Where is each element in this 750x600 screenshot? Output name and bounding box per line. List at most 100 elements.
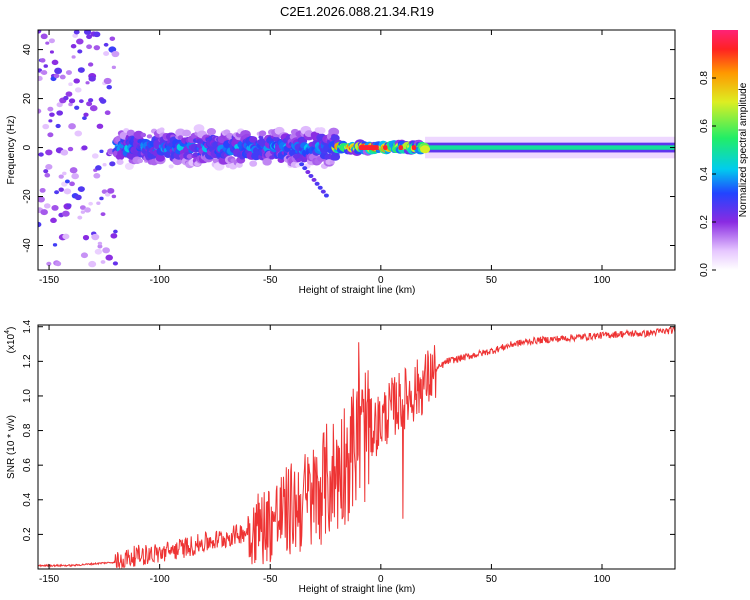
- snr-y-axis: 0.2 0.4 0.6 0.8 1.0 1.2 1.4: [22, 319, 675, 541]
- heatmap-cell: [159, 127, 165, 132]
- heatmap-cell: [112, 261, 119, 266]
- snr-x-label: Height of straight line (km): [299, 584, 416, 595]
- heatmap-cell: [54, 67, 63, 75]
- spectrogram-x-label: Height of straight line (km): [299, 285, 416, 296]
- heatmap-cell: [71, 55, 76, 59]
- heatmap-cell: [55, 123, 61, 129]
- colorbar-tick-label: 0.6: [699, 119, 710, 133]
- heatmap-cell: [45, 41, 50, 45]
- heatmap-cell: [133, 130, 144, 140]
- heatmap-cell: [86, 44, 93, 50]
- snr-x-tick-label: 0: [378, 574, 384, 585]
- heatmap-cell: [39, 187, 46, 193]
- heatmap-cell: [69, 167, 78, 174]
- heatmap-cell: [73, 30, 80, 35]
- heatmap-cell: [38, 196, 45, 203]
- heatmap-cell: [58, 187, 64, 192]
- heatmap-cell: [77, 186, 85, 192]
- heatmap-cell: [317, 127, 326, 134]
- heatmap-cell: [109, 161, 116, 167]
- heatmap-cell: [103, 51, 110, 56]
- colorbar-tick-label: 0.0: [699, 263, 710, 277]
- heatmap-cell: [51, 59, 59, 66]
- heatmap-cell: [329, 160, 335, 165]
- heatmap-cell: [51, 205, 59, 211]
- heatmap-cell: [105, 254, 113, 261]
- heatmap-cell: [84, 207, 91, 213]
- heatmap-cell: [262, 158, 272, 166]
- heatmap-cell: [91, 233, 100, 241]
- spectrogram-x-axis: -150 -100 -50 0 50 100: [39, 30, 611, 286]
- heatmap-cell: [40, 209, 48, 216]
- heatmap-cell: [74, 194, 82, 201]
- colorbar-tick-label: 0.8: [699, 71, 710, 85]
- heatmap-cell: [182, 129, 192, 137]
- heatmap-cell: [88, 98, 94, 103]
- heatmap-cell: [38, 75, 43, 81]
- heatmap-cell: [100, 260, 106, 264]
- snr-y-tick-label: 1.0: [22, 389, 33, 403]
- heatmap-cell: [102, 247, 110, 254]
- snr-x-tick-label: -150: [39, 574, 59, 585]
- heatmap-cell: [420, 145, 431, 154]
- heatmap-cell: [66, 203, 72, 208]
- heatmap-cell: [96, 201, 101, 205]
- heatmap-cell: [99, 98, 107, 104]
- snr-y-tick-label: 0.2: [22, 527, 33, 541]
- heatmap-cell: [96, 123, 104, 129]
- heatmap-cell: [43, 203, 51, 209]
- heatmap-cell: [100, 212, 106, 217]
- snr-plot-frame: [37, 324, 676, 570]
- heatmap-cell: [56, 110, 64, 116]
- heatmap-cell: [137, 158, 144, 164]
- heatmap-cell: [258, 130, 267, 137]
- heatmap-cell: [44, 172, 51, 178]
- heatmap-cell: [42, 123, 50, 130]
- heatmap-cell: [192, 152, 199, 158]
- colorbar-tick-label: 0.4: [699, 167, 710, 181]
- snr-x-tick-label: 100: [594, 574, 611, 585]
- heatmap-cell: [111, 50, 120, 58]
- heatmap-cell: [177, 135, 184, 140]
- heatmap-cell: [249, 160, 258, 167]
- snr-y-tick-label: 1.4: [22, 319, 33, 333]
- heatmap-cell: [38, 152, 44, 157]
- spectrogram-y-tick-label: -40: [22, 238, 33, 253]
- heatmap-cell: [93, 31, 101, 38]
- heatmap-cell: [41, 70, 48, 76]
- heatmap-cell: [88, 201, 93, 206]
- heatmap-cell: [52, 243, 58, 247]
- heatmap-cell: [47, 132, 54, 138]
- spectrogram-plot-frame: [37, 29, 676, 271]
- heatmap-cell: [107, 187, 115, 194]
- heatmap-cell: [124, 162, 134, 170]
- spectrogram-x-tick-label: -100: [150, 275, 170, 286]
- heatmap-cell: [80, 252, 89, 259]
- spectrogram-y-tick-label: 0: [22, 144, 33, 150]
- heatmap-cell: [50, 217, 57, 224]
- heatmap-cell: [49, 50, 54, 54]
- heatmap-cell: [77, 67, 85, 73]
- snr-y-tick-label: 1.2: [22, 354, 33, 368]
- heatmap-cell: [76, 38, 84, 45]
- heatmap-cell: [88, 75, 96, 82]
- snr-x-tick-label: -50: [263, 574, 278, 585]
- heatmap-cell: [93, 173, 101, 179]
- heatmap-cell: [89, 105, 98, 112]
- heatmap-cell: [110, 233, 118, 239]
- snr-x-tick-label: -100: [150, 574, 170, 585]
- heatmap-cell: [106, 84, 112, 90]
- snr-multiplier-close: ): [6, 327, 17, 330]
- spectrogram-heatmap: [38, 30, 675, 268]
- heatmap-cell: [54, 190, 60, 195]
- spectrogram-x-tick-label: 100: [594, 275, 611, 286]
- heatmap-cell: [49, 112, 55, 117]
- heatmap-cell: [99, 196, 104, 201]
- snr-multiplier-exp: 4: [4, 330, 11, 334]
- heatmap-peak-segment: [383, 145, 388, 150]
- heatmap-cell: [63, 188, 72, 195]
- heatmap-cell: [40, 33, 48, 40]
- heatmap-cell: [63, 95, 69, 101]
- spectrogram-x-tick-label: 50: [486, 275, 498, 286]
